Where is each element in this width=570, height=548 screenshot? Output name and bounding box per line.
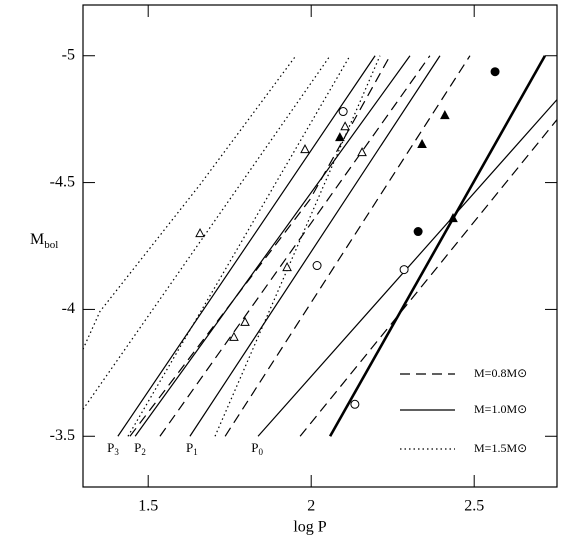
- point: [195, 228, 205, 238]
- series-line: [299, 119, 557, 437]
- series-line: [159, 55, 431, 437]
- point: [300, 144, 310, 154]
- point: [417, 138, 427, 149]
- point: [240, 316, 250, 326]
- annotation-sub: 0: [258, 447, 263, 457]
- point: [350, 399, 360, 409]
- legend-label: M=1.0M⊙: [474, 402, 527, 416]
- annotation-text: P: [186, 440, 193, 455]
- plot: [83, 55, 557, 437]
- annotation-text: P: [251, 440, 258, 455]
- legend-label: M=1.5M⊙: [474, 441, 527, 455]
- x-tick-label: 1.5: [138, 498, 158, 515]
- x-tick-label: 2: [307, 498, 315, 515]
- point: [335, 132, 345, 142]
- annotation: P3: [107, 440, 119, 457]
- point: [399, 265, 409, 275]
- point: [413, 227, 423, 237]
- point: [312, 261, 322, 271]
- y-tick-label: -5: [62, 46, 75, 63]
- annotation: P2: [134, 440, 146, 457]
- annotation-text: P: [107, 440, 114, 455]
- point: [448, 213, 458, 223]
- series-line: [83, 55, 331, 410]
- point: [282, 262, 292, 272]
- point: [340, 121, 350, 131]
- y-axis-label-sub: bol: [44, 239, 58, 251]
- annotation: P0: [251, 440, 263, 457]
- y-axis-label: Mbol: [30, 231, 58, 251]
- y-axis-label-main: M: [30, 231, 44, 248]
- legend-label: M=0.8M⊙: [474, 366, 527, 380]
- annotation-sub: 2: [141, 447, 146, 457]
- x-axis-label: log P: [293, 519, 326, 536]
- y-tick-label: -3.5: [50, 427, 75, 444]
- series-line: [127, 55, 351, 437]
- plot-frame: [82, 4, 558, 488]
- point: [229, 331, 239, 341]
- point: [490, 67, 500, 77]
- series-line: [117, 55, 376, 437]
- annotation-sub: 3: [114, 447, 119, 457]
- point: [338, 107, 348, 117]
- point: [440, 110, 450, 120]
- point: [357, 147, 367, 157]
- y-tick-label: -4.5: [50, 173, 75, 190]
- annotation: P1: [186, 440, 198, 457]
- series-line: [129, 55, 391, 437]
- y-tick-label: -4: [62, 300, 75, 317]
- boundary-line: [328, 55, 547, 437]
- series-line: [189, 55, 441, 437]
- annotation-text: P: [134, 440, 141, 455]
- series-line: [134, 55, 411, 437]
- x-tick-label: 2.5: [464, 498, 484, 515]
- series-line: [83, 55, 297, 350]
- series-line: [224, 55, 471, 437]
- annotation-sub: 1: [193, 447, 198, 457]
- series-line: [214, 55, 381, 437]
